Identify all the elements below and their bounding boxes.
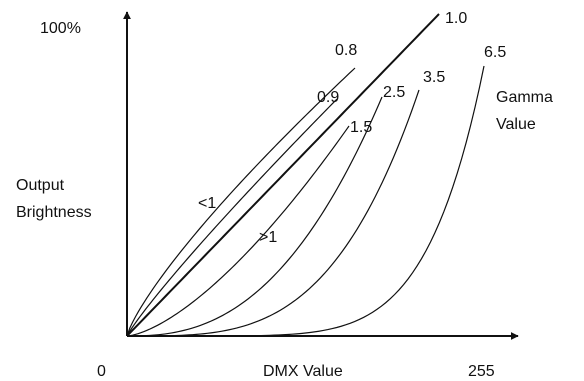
curve-label-0-8: 0.8 (335, 42, 358, 59)
y-axis-label: Output Brightness (16, 172, 92, 226)
curve-gamma-0-9 (126, 98, 338, 337)
legend-title: Gamma Value (496, 84, 553, 138)
legend-title-line1: Gamma (496, 89, 553, 106)
curve-gamma-1-5 (126, 125, 350, 337)
curve-gamma-2-5 (127, 96, 383, 337)
x-max-label: 255 (468, 363, 495, 380)
curve-gamma-0-8 (126, 67, 356, 337)
curve-group (126, 13, 485, 337)
y-axis-label-line1: Output (16, 177, 65, 194)
origin-label: 0 (97, 363, 106, 380)
curve-gamma-1-0 (126, 13, 440, 337)
curve-gamma-3-5 (127, 89, 420, 337)
curve-gamma-6-5 (127, 65, 485, 337)
curve-label-1-0: 1.0 (445, 10, 468, 27)
curve-label-0-9: 0.9 (317, 89, 340, 106)
region-label-above-one: >1 (259, 229, 278, 246)
x-axis-label: DMX Value (263, 363, 343, 380)
curve-label-2-5: 2.5 (383, 84, 406, 101)
curve-label-6-5: 6.5 (484, 44, 507, 61)
y-max-label: 100% (40, 20, 81, 37)
curve-label-1-5: 1.5 (350, 119, 373, 136)
region-label-below-one: <1 (198, 195, 217, 212)
legend-title-line2: Value (496, 116, 536, 133)
curve-label-3-5: 3.5 (423, 69, 446, 86)
y-axis-label-line2: Brightness (16, 204, 92, 221)
